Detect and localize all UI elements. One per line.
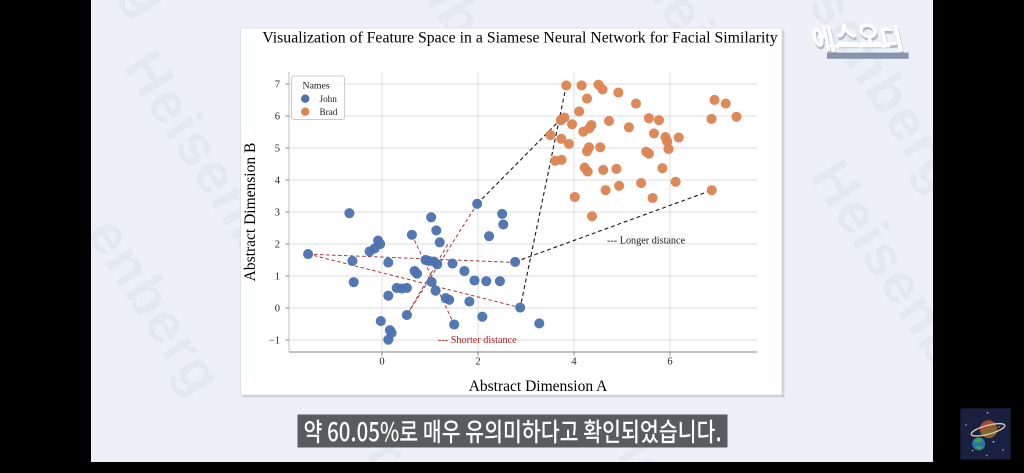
svg-text:4: 4 xyxy=(571,357,577,368)
svg-text:2: 2 xyxy=(275,240,280,251)
svg-text:0: 0 xyxy=(275,304,280,315)
svg-text:5: 5 xyxy=(275,144,280,155)
svg-text:John: John xyxy=(320,94,338,104)
svg-text:2: 2 xyxy=(475,357,480,368)
svg-text:Names: Names xyxy=(303,81,330,92)
svg-text:3: 3 xyxy=(275,208,280,219)
svg-text:4: 4 xyxy=(275,176,281,187)
svg-text:1: 1 xyxy=(275,272,280,283)
svg-text:6: 6 xyxy=(275,112,280,123)
svg-text:Abstract Dimension A: Abstract Dimension A xyxy=(469,378,608,395)
svg-text:--- Shorter distance: --- Shorter distance xyxy=(438,335,517,346)
svg-text:6: 6 xyxy=(667,357,672,368)
svg-text:−1: −1 xyxy=(269,336,280,347)
svg-text:Visualization of Feature Space: Visualization of Feature Space in a Siam… xyxy=(262,30,777,47)
svg-text:0: 0 xyxy=(379,357,384,368)
svg-text:Brad: Brad xyxy=(320,107,338,117)
svg-text:7: 7 xyxy=(275,80,280,91)
svg-text:--- Longer distance: --- Longer distance xyxy=(607,236,686,247)
svg-text:Abstract Dimension B: Abstract Dimension B xyxy=(242,143,259,282)
